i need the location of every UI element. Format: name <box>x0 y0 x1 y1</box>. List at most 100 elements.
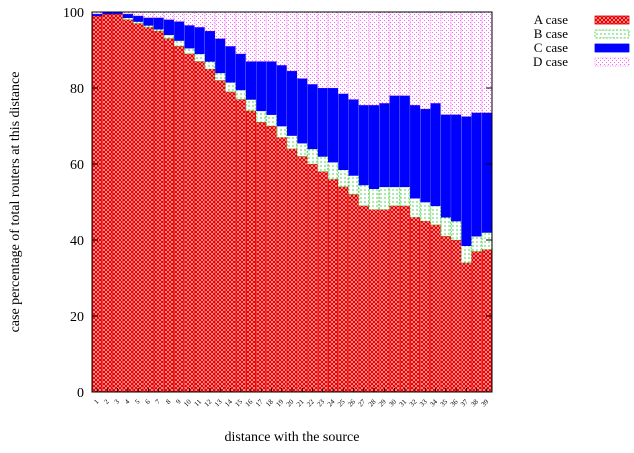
bar-b-case-32 <box>410 197 421 218</box>
bar-c-case-4 <box>122 13 133 18</box>
x-tick-label: 11 <box>193 397 204 408</box>
bar-d-case-32 <box>410 11 421 106</box>
x-tick-label: 37 <box>459 397 470 408</box>
bar-c-case-34 <box>430 102 441 207</box>
bar-d-case-4 <box>122 11 133 15</box>
x-tick-label: 7 <box>154 397 162 405</box>
bar-d-case-30 <box>389 11 400 96</box>
x-tick-label: 38 <box>469 397 480 408</box>
bar-d-case-34 <box>430 11 441 104</box>
x-tick-label: 3 <box>113 397 121 405</box>
bar-d-case-22 <box>307 11 318 85</box>
x-tick-label: 9 <box>174 397 182 405</box>
bar-a-case-39 <box>481 249 492 393</box>
bar-b-case-26 <box>348 175 359 195</box>
bar-a-case-1 <box>92 15 103 393</box>
bar-c-case-35 <box>440 114 451 218</box>
bar-a-case-18 <box>266 125 277 393</box>
bar-a-case-14 <box>225 91 236 393</box>
x-tick-label: 1 <box>92 397 100 405</box>
bar-d-case-16 <box>245 11 256 62</box>
bar-b-case-14 <box>225 82 236 93</box>
x-tick-label: 28 <box>367 397 378 408</box>
x-tick-label: 30 <box>387 397 398 408</box>
bar-c-case-16 <box>245 61 256 100</box>
bar-a-case-5 <box>133 23 144 393</box>
bar-a-case-7 <box>153 30 164 393</box>
bar-d-case-8 <box>163 11 174 20</box>
bar-d-case-35 <box>440 11 451 115</box>
bar-b-case-11 <box>194 53 205 62</box>
bar-d-case-19 <box>276 11 287 66</box>
bar-b-case-21 <box>297 142 308 157</box>
bar-c-case-26 <box>348 99 359 176</box>
bar-d-case-31 <box>399 11 410 96</box>
bar-b-case-19 <box>276 125 287 138</box>
bar-a-case-23 <box>317 171 328 393</box>
bar-d-case-37 <box>461 11 472 117</box>
bar-c-case-39 <box>481 112 492 233</box>
x-tick-label: 29 <box>377 397 388 408</box>
bar-b-case-22 <box>307 148 318 165</box>
bar-a-case-12 <box>204 68 215 393</box>
bar-a-case-35 <box>440 235 451 393</box>
bar-a-case-8 <box>163 38 174 393</box>
bar-a-case-6 <box>143 26 154 393</box>
bar-c-case-29 <box>379 102 390 188</box>
bar-a-case-34 <box>430 224 441 393</box>
x-tick-label: 22 <box>305 397 316 408</box>
x-tick-label: 18 <box>264 397 275 408</box>
x-tick-label: 36 <box>449 397 460 408</box>
bar-b-case-36 <box>451 220 462 241</box>
bar-c-case-5 <box>133 15 144 22</box>
bar-c-case-21 <box>297 78 308 144</box>
bar-d-case-39 <box>481 11 492 113</box>
bar-d-case-29 <box>379 11 390 104</box>
bar-c-case-12 <box>204 30 215 62</box>
bar-b-case-27 <box>358 184 369 207</box>
bar-d-case-17 <box>256 11 267 62</box>
bar-c-case-33 <box>420 108 431 203</box>
bar-b-case-16 <box>245 99 256 112</box>
bar-a-case-19 <box>276 137 287 393</box>
legend-label-d: D case <box>533 54 568 69</box>
bar-d-case-14 <box>225 11 236 47</box>
bar-c-case-31 <box>399 95 410 188</box>
bar-c-case-20 <box>286 70 298 136</box>
x-tick-label: 20 <box>285 397 296 408</box>
bar-d-case-1 <box>92 11 103 15</box>
bar-b-case-23 <box>317 156 328 172</box>
y-tick-label: 60 <box>70 158 84 173</box>
bar-a-case-37 <box>461 262 472 393</box>
x-tick-label: 5 <box>133 397 141 405</box>
bar-c-case-25 <box>338 93 349 170</box>
x-tick-label: 32 <box>408 397 419 408</box>
y-tick-label: 80 <box>70 82 84 97</box>
bar-c-case-36 <box>451 114 462 222</box>
bar-c-case-38 <box>471 112 482 237</box>
bar-d-case-24 <box>328 11 339 89</box>
bar-a-case-33 <box>420 220 431 393</box>
legend-label-b: B case <box>534 26 569 41</box>
x-tick-label: 26 <box>346 397 357 408</box>
x-tick-label: 8 <box>164 397 172 405</box>
bar-c-case-37 <box>461 116 472 246</box>
legend-swatch-a <box>594 15 630 25</box>
bar-a-case-24 <box>328 178 339 393</box>
bar-a-case-31 <box>399 205 410 393</box>
bar-c-case-11 <box>194 26 205 55</box>
x-tick-label: 23 <box>316 397 327 408</box>
bar-d-case-5 <box>133 11 144 17</box>
x-tick-label: 35 <box>439 397 450 408</box>
bar-b-case-20 <box>286 135 298 150</box>
bar-a-case-10 <box>184 53 195 393</box>
bar-b-case-28 <box>369 188 380 210</box>
bar-d-case-36 <box>451 11 462 115</box>
bar-d-case-26 <box>348 11 359 100</box>
bar-c-case-22 <box>307 83 318 150</box>
bar-b-case-37 <box>461 245 472 264</box>
legend-swatch-c <box>594 43 630 53</box>
bar-c-case-6 <box>143 17 154 26</box>
bar-a-case-13 <box>215 80 226 393</box>
